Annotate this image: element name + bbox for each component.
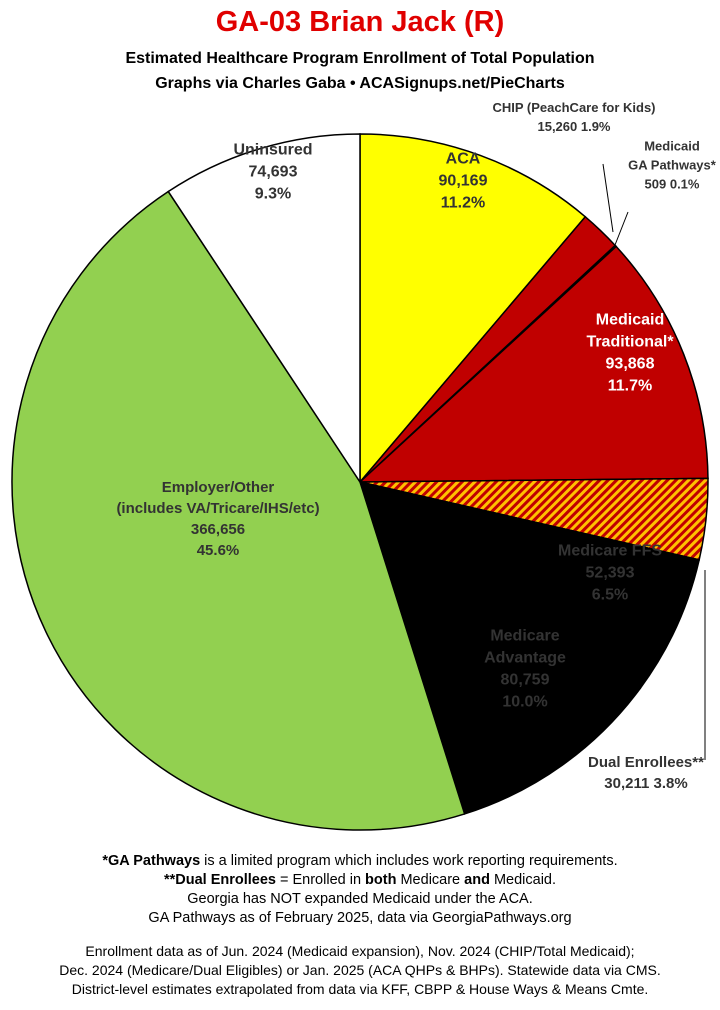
pie-slice-employer [11, 190, 466, 831]
pie-slice-aca [359, 133, 587, 485]
slice-percent-medicare_ffs: 6.5% [592, 587, 628, 604]
slice-value-dual: 30,211 3.8% [604, 775, 687, 792]
chart-subtitle-line2: Graphs via Charles Gaba • ACASignups.net… [155, 75, 565, 92]
source-line1: Enrollment data as of Jun. 2024 (Medicai… [85, 943, 635, 959]
slice-label-dual: Dual Enrollees** [588, 754, 704, 771]
slice-label-medicaid-2: Traditional* [586, 334, 674, 351]
slice-label-medicaid-1: Medicaid [596, 312, 664, 329]
slice-percent-uninsured: 9.3% [255, 186, 291, 203]
footnote-dual-text2: Medicare [396, 872, 465, 888]
slice-value-medicaid: 93,868 [606, 356, 655, 373]
source-line2: Dec. 2024 (Medicare/Dual Eligibles) or J… [59, 962, 661, 978]
footnote-pathways-text: is a limited program which includes work… [200, 853, 618, 869]
slice-label-medicare_adv-2: Advantage [484, 650, 566, 667]
leader-line-pathways [614, 211, 629, 246]
footnote-dual: **Dual Enrollees = Enrolled in both Medi… [0, 871, 720, 890]
footnote-dual-both: both [365, 872, 397, 888]
pie-slice-uninsured [167, 133, 361, 485]
slice-percent-employer: 45.6% [197, 542, 240, 559]
slice-value-pathways: 509 0.1% [645, 177, 700, 192]
pie-slice-medicare_ffs [359, 481, 701, 690]
slice-label-employer-1: Employer/Other [162, 479, 275, 496]
slice-value-medicare_ffs: 52,393 [586, 565, 635, 582]
slice-label-medicare_ffs: Medicare FFS [558, 543, 662, 560]
leader-line-chip [602, 163, 614, 233]
footnote-dual-and: and [464, 872, 490, 888]
slice-value-chip: 15,260 1.9% [537, 119, 610, 134]
chart-subtitle-line1: Estimated Healthcare Program Enrollment … [125, 50, 595, 67]
slice-value-employer: 366,656 [191, 521, 245, 538]
slice-value-medicare_adv: 80,759 [501, 672, 550, 689]
footnote-expansion: Georgia has NOT expanded Medicaid under … [187, 891, 533, 907]
slice-label-pathways-1: Medicaid [644, 139, 700, 154]
source-notes: Enrollment data as of Jun. 2024 (Medicai… [0, 942, 720, 999]
footnote-pathways-term: *GA Pathways [102, 853, 201, 869]
slice-label-employer-2: (includes VA/Tricare/IHS/etc) [116, 500, 319, 517]
slice-label-uninsured: Uninsured [233, 142, 312, 159]
footnotes: *GA Pathways is a limited program which … [0, 852, 720, 928]
footnote-dual-text1: = Enrolled in [275, 872, 366, 888]
pie-slice-medicare_adv [358, 480, 642, 815]
footnote-dual-text3: Medicaid. [489, 872, 557, 888]
pie-slice-medicaid [358, 245, 709, 483]
footnote-pathways-date: GA Pathways as of February 2025, data vi… [148, 910, 572, 926]
slice-percent-medicare_adv: 10.0% [502, 694, 547, 711]
footnote-dual-term: **Dual Enrollees [163, 872, 276, 888]
chart-title: GA-03 Brian Jack (R) [215, 6, 505, 38]
slice-label-pathways-2: GA Pathways* [628, 158, 717, 173]
footnote-pathways: *GA Pathways is a limited program which … [0, 852, 720, 871]
slice-label-aca: ACA [446, 151, 481, 168]
slice-percent-medicaid: 11.7% [608, 378, 652, 395]
slice-value-uninsured: 74,693 [249, 164, 298, 181]
slice-value-aca: 90,169 [439, 173, 488, 190]
source-line3: District-level estimates extrapolated fr… [71, 981, 649, 997]
slice-percent-aca: 11.2% [441, 195, 485, 212]
slice-label-medicare_adv-1: Medicare [490, 628, 559, 645]
slice-label-chip: CHIP (PeachCare for Kids) [492, 100, 655, 115]
